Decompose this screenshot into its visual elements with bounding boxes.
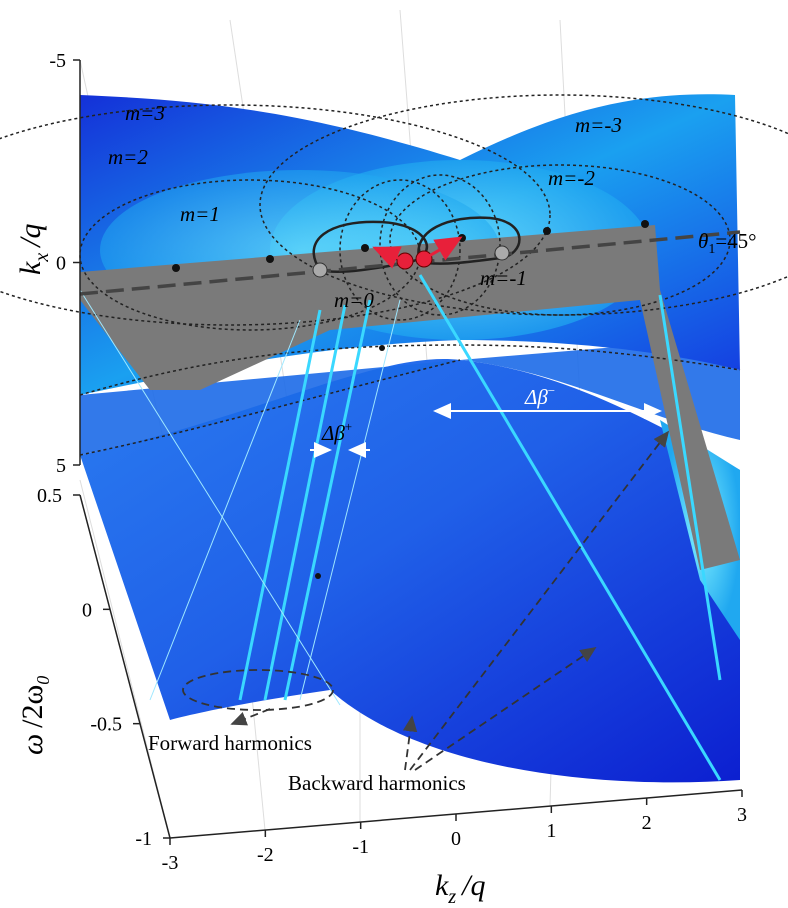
x-tick-label: 1: [546, 820, 556, 842]
symbol: θ: [698, 229, 708, 253]
y-tick-label: -5: [49, 50, 66, 72]
suffix: /q: [14, 223, 47, 248]
annotations: m=3 m=2 m=1 m=0 m=-1 m=-2 m=-3 θ1=45° Δβ…: [108, 101, 757, 795]
symbol: ω: [16, 734, 49, 755]
subscript: 0: [33, 676, 53, 685]
x-tick-label: 2: [642, 812, 652, 834]
delta-minus-label: Δβ−: [524, 383, 555, 409]
symbol: k: [435, 869, 449, 902]
delta-arrows: [310, 403, 662, 458]
backward-label: Backward harmonics: [288, 771, 466, 795]
symbol: Δβ: [321, 421, 345, 445]
z-axis-label: ω/2ω0: [16, 676, 53, 755]
axis-labels: kz/q kx/q ω/2ω0: [14, 223, 485, 908]
mode-label: m=3: [125, 101, 165, 125]
x-axis-label: kz/q: [435, 869, 485, 908]
mode-label: m=0: [334, 288, 374, 312]
symbol: k: [14, 261, 47, 275]
subscript: z: [447, 886, 456, 908]
delta-plus-label: Δβ+: [321, 419, 352, 445]
wave-vectors: [372, 236, 463, 269]
x-tick-label: 0: [451, 828, 461, 850]
suffix: =45°: [715, 229, 756, 253]
angle-label: θ1=45°: [698, 229, 757, 257]
mode-label: m=-1: [480, 266, 527, 290]
forward-label: Forward harmonics: [148, 731, 312, 755]
x-tick-label: 3: [737, 804, 747, 826]
x-tick-label: -3: [162, 852, 179, 874]
z-tick-label: -0.5: [90, 714, 122, 736]
symbol: Δβ: [524, 385, 548, 409]
mode-label: m=-3: [575, 113, 622, 137]
harmonic-pointers: [182, 430, 670, 771]
z-tick-label: 0.5: [37, 485, 62, 507]
harmonic-lines: [79, 274, 722, 781]
superscript: +: [345, 419, 352, 434]
y-tick-label: 5: [56, 455, 66, 477]
points: [172, 220, 649, 579]
suffix: /2ω: [16, 685, 49, 728]
y-tick-label: 0: [56, 253, 66, 275]
subscript: x: [31, 253, 53, 263]
y-axis-label: kx/q: [14, 223, 53, 275]
mode-label: m=2: [108, 145, 148, 169]
x-tick-label: -1: [352, 836, 369, 858]
dispersion-loops: [312, 216, 521, 273]
z-tick-label: 0: [82, 599, 92, 621]
x-tick-label: -2: [257, 844, 274, 866]
mode-label: m=-2: [548, 166, 595, 190]
angle-line: [79, 230, 741, 296]
z-tick-label: -1: [135, 828, 152, 850]
subscript: 1: [708, 242, 715, 257]
superscript: −: [548, 383, 555, 398]
suffix: /q: [460, 869, 485, 902]
mode-label: m=1: [180, 202, 220, 226]
ticks: -3 -2 -1 0 1 2 3 -5 0 5 -1 -0.5 0 0.5: [37, 50, 747, 874]
